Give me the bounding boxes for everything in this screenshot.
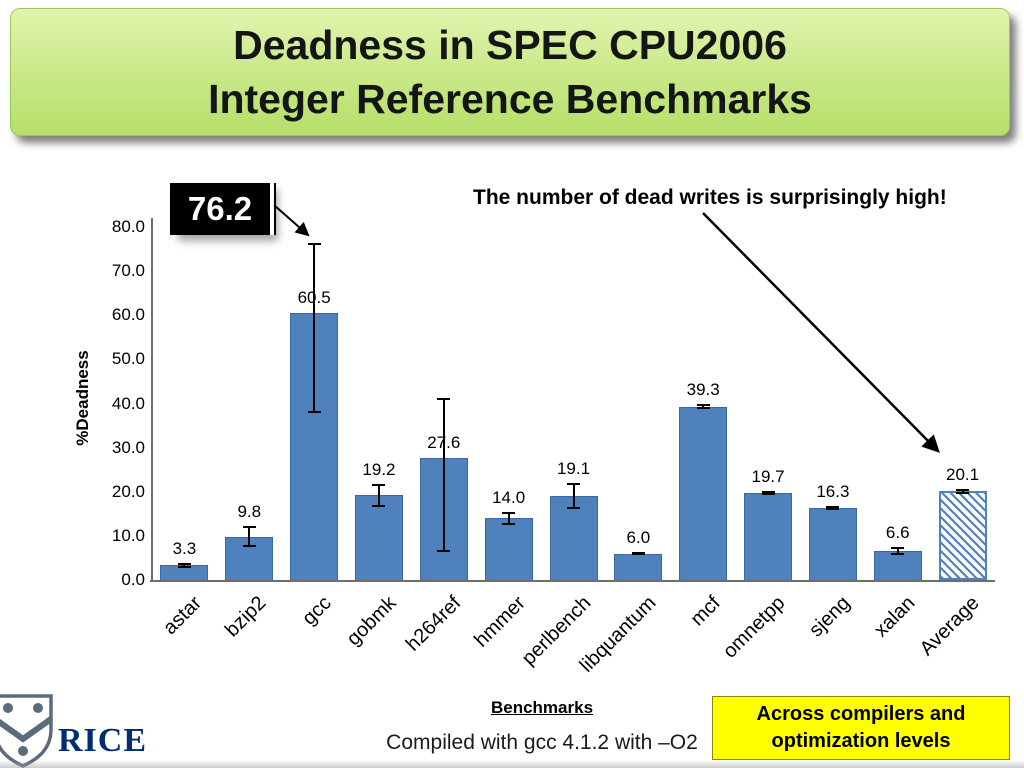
x-axis-label: gobmk [342, 592, 401, 651]
y-axis-ticks: 0.0 10.0 20.0 30.0 40.0 50.0 60.0 70.0 80.0 [85, 217, 145, 589]
y-axis-tick-label: 20.0 [111, 481, 145, 501]
y-axis-tick-label: 50.0 [111, 349, 145, 369]
error-bar-line [442, 399, 445, 552]
error-bar-cap-top [826, 505, 840, 508]
error-bar-cap-bottom [891, 552, 905, 555]
bar-Average [938, 491, 987, 580]
error-bar-cap-top [242, 526, 256, 529]
error-bar-cap-bottom [372, 504, 386, 507]
bar-value-label: 14.0 [492, 487, 526, 507]
bar-value-label: 60.5 [297, 288, 331, 308]
y-axis-tick-label: 80.0 [111, 217, 145, 236]
error-bar-cap-bottom [502, 522, 516, 525]
x-axis-line [150, 580, 995, 582]
x-axis-label: astar [158, 592, 206, 640]
title-banner: Deadness in SPEC CPU2006 Integer Referen… [10, 8, 1010, 136]
error-bar-cap-top [761, 490, 775, 493]
y-axis-tick-label: 60.0 [111, 305, 145, 325]
error-bar-cap-bottom [437, 550, 451, 553]
error-bar-line [313, 243, 316, 413]
slide-bottom-shadow [0, 760, 1024, 768]
error-bar-line [767, 491, 770, 495]
error-bar-line [961, 490, 964, 493]
bar-libquantum [614, 553, 663, 580]
rice-logo-text: RICE [58, 722, 148, 759]
error-bar-cap-top [631, 551, 645, 554]
error-bar-cap-bottom [956, 491, 970, 494]
bar-value-label: 39.3 [686, 380, 720, 400]
side-note-line-2: optimization levels [771, 730, 951, 752]
bar-value-label: 9.8 [237, 502, 262, 522]
bar-xalan [873, 550, 922, 580]
y-axis-line [151, 218, 153, 582]
side-note-line-1: Across compilers and [756, 703, 966, 725]
error-bar-line [377, 484, 380, 506]
error-bar-cap-top [177, 562, 191, 565]
bar-value-label: 6.6 [885, 522, 910, 542]
bar-value-label: 27.6 [427, 433, 461, 453]
bar-perlbench [549, 495, 598, 580]
rice-shield-icon [0, 693, 54, 768]
x-axis-label: sjeng [805, 592, 855, 642]
side-note-box: Across compilers and optimization levels [712, 696, 1010, 760]
bar-value-label: 3.3 [172, 538, 197, 558]
x-axis-label: xalan [869, 592, 920, 642]
error-bar-cap-bottom [761, 493, 775, 496]
annotation-note: The number of dead writes is surprisingl… [473, 186, 947, 209]
x-axis-label: hmmer [470, 592, 531, 652]
error-bar-cap-top [307, 242, 321, 245]
error-bar-line [831, 506, 834, 510]
slide-title-line-1: Deadness in SPEC CPU2006 [233, 21, 787, 68]
error-bar-cap-bottom [631, 553, 645, 556]
bar-gobmk [354, 495, 403, 580]
bar-hmmer [484, 518, 533, 580]
bar-value-label: 19.1 [556, 458, 591, 478]
x-axis-title: Benchmarks [490, 698, 594, 717]
error-bar-cap-top [891, 546, 905, 549]
x-axis-label: omnetpp [719, 592, 790, 663]
error-bar-cap-top [502, 511, 516, 514]
error-bar-cap-top [437, 398, 451, 401]
error-bar-line [248, 527, 251, 547]
y-axis-tick-label: 70.0 [111, 261, 145, 281]
compiler-caption: Compiled with gcc 4.1.2 with –O2 [386, 731, 698, 754]
x-axis-label: gcc [298, 592, 336, 630]
y-axis-tick-label: 0.0 [121, 570, 145, 589]
bar-mcf [679, 406, 728, 580]
callout-value-box: 76.2 [170, 183, 270, 235]
y-axis-title: %Deadness [73, 350, 92, 446]
error-bar-line [183, 563, 186, 568]
bar-value-label: 20.1 [946, 465, 980, 484]
error-bar-cap-bottom [177, 566, 191, 569]
error-bar-line [572, 483, 575, 509]
x-axis-label: mcf [686, 592, 725, 631]
slide-title-line-2: Integer Reference Benchmarks [208, 76, 812, 122]
y-axis-tick-label: 10.0 [111, 525, 145, 545]
error-bar-cap-bottom [826, 508, 840, 511]
bar-value-label: 19.7 [751, 466, 785, 486]
error-bar-cap-bottom [567, 507, 580, 510]
error-bar-cap-bottom [242, 545, 256, 548]
error-bar-line [896, 547, 899, 554]
error-bar-cap-top [567, 482, 580, 485]
rice-logo: RICE [0, 693, 147, 768]
y-axis-tick-label: 40.0 [111, 393, 145, 413]
x-axis-label: bzip2 [221, 592, 271, 642]
bar-value-label: 16.3 [816, 481, 850, 501]
bar-value-label: 19.2 [362, 459, 396, 479]
error-bar-cap-top [372, 483, 386, 486]
y-axis-tick-label: 30.0 [111, 437, 145, 457]
bar-sjeng [808, 508, 857, 580]
bar-omnetpp [744, 493, 793, 580]
plot-area: 3.3 astar 9.8 bzip2 60.5 gcc 19.2 gobmk 27.6 h264… [152, 227, 995, 677]
x-axis-label: Average [916, 592, 985, 660]
error-bar-line [507, 512, 510, 524]
x-axis-label: h264ref [401, 592, 466, 656]
error-bar-cap-bottom [696, 406, 710, 409]
error-bar-cap-top [956, 489, 970, 491]
error-bar-cap-bottom [307, 411, 321, 414]
bar-value-label: 6.0 [626, 527, 651, 547]
